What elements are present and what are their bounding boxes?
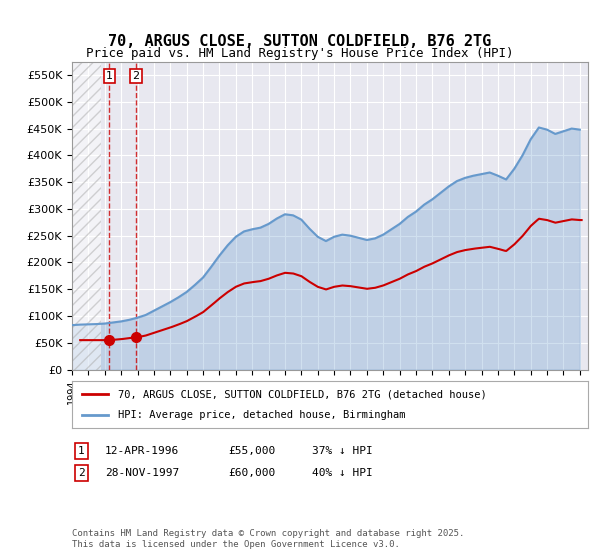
Text: Price paid vs. HM Land Registry's House Price Index (HPI): Price paid vs. HM Land Registry's House … [86, 46, 514, 60]
Text: HPI: Average price, detached house, Birmingham: HPI: Average price, detached house, Birm… [118, 410, 406, 420]
Text: 2: 2 [78, 468, 85, 478]
Text: 70, ARGUS CLOSE, SUTTON COLDFIELD, B76 2TG: 70, ARGUS CLOSE, SUTTON COLDFIELD, B76 2… [109, 35, 491, 49]
Text: 2: 2 [133, 71, 140, 81]
Text: 37% ↓ HPI: 37% ↓ HPI [312, 446, 373, 456]
Text: £60,000: £60,000 [228, 468, 275, 478]
Text: 70, ARGUS CLOSE, SUTTON COLDFIELD, B76 2TG (detached house): 70, ARGUS CLOSE, SUTTON COLDFIELD, B76 2… [118, 389, 487, 399]
Text: 1: 1 [106, 71, 113, 81]
Text: £55,000: £55,000 [228, 446, 275, 456]
Text: 28-NOV-1997: 28-NOV-1997 [105, 468, 179, 478]
Text: 12-APR-1996: 12-APR-1996 [105, 446, 179, 456]
Text: 1: 1 [78, 446, 85, 456]
Text: Contains HM Land Registry data © Crown copyright and database right 2025.
This d: Contains HM Land Registry data © Crown c… [72, 529, 464, 549]
Text: 40% ↓ HPI: 40% ↓ HPI [312, 468, 373, 478]
